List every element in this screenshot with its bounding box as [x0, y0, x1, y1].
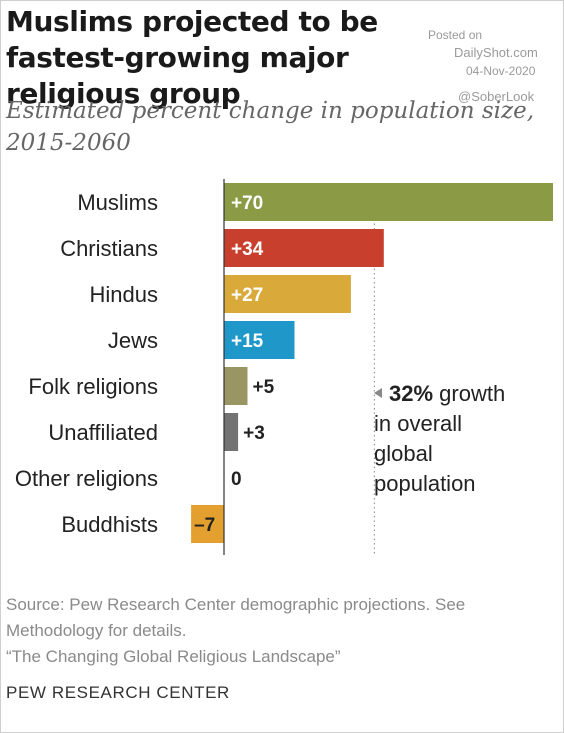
annotation-line-2: in overall — [374, 411, 463, 436]
left-arrow-icon — [374, 388, 382, 398]
bar — [191, 505, 224, 543]
watermark-date: 04-Nov-2020 — [466, 64, 536, 78]
category-label: Buddhists — [61, 512, 158, 537]
bar — [224, 275, 351, 313]
category-label: Folk religions — [28, 374, 158, 399]
category-label: Unaffiliated — [48, 420, 158, 445]
bar-value-label: +5 — [253, 377, 275, 398]
bar — [224, 367, 248, 405]
category-label: Hindus — [90, 282, 158, 307]
source-note: Source: Pew Research Center demographic … — [6, 592, 558, 670]
growth-annotation: 32% growth in overall global population — [374, 379, 544, 499]
bar-value-label: +27 — [231, 285, 263, 306]
watermark-site: DailyShot.com — [454, 45, 538, 60]
watermark-handle: @SoberLook — [458, 89, 535, 104]
bar-value-label: +70 — [231, 193, 263, 214]
category-label: Jews — [108, 328, 158, 353]
bar-value-label: 0 — [231, 469, 242, 490]
bar — [224, 413, 239, 451]
category-label: Christians — [60, 236, 158, 261]
annotation-line-4: population — [374, 471, 476, 496]
chart-title: Muslims projected to be fastest-growing … — [6, 5, 378, 110]
bar — [224, 321, 295, 359]
bar — [224, 229, 384, 267]
source-line-1: Source: Pew Research Center demographic … — [6, 595, 466, 640]
watermark-posted-on: Posted on — [428, 28, 483, 42]
chart-subtitle: Estimated percent change in population s… — [6, 98, 535, 156]
annotation-line-3: global — [374, 441, 433, 466]
bar-value-label: +34 — [231, 239, 264, 260]
bar — [224, 183, 553, 221]
category-label: Muslims — [77, 190, 158, 215]
annotation-highlight: 32% — [389, 381, 434, 406]
annotation-first-line: 32% growth — [374, 379, 544, 409]
footer-brand: PEW RESEARCH CENTER — [6, 683, 230, 702]
bar-value-label: –7 — [194, 515, 215, 536]
category-label: Other religions — [15, 466, 158, 491]
source-line-2: “The Changing Global Religious Landscape… — [6, 647, 341, 666]
annotation-line-1: growth — [439, 381, 506, 406]
bar-value-label: +3 — [243, 423, 265, 444]
bar-value-label: +15 — [231, 331, 264, 352]
